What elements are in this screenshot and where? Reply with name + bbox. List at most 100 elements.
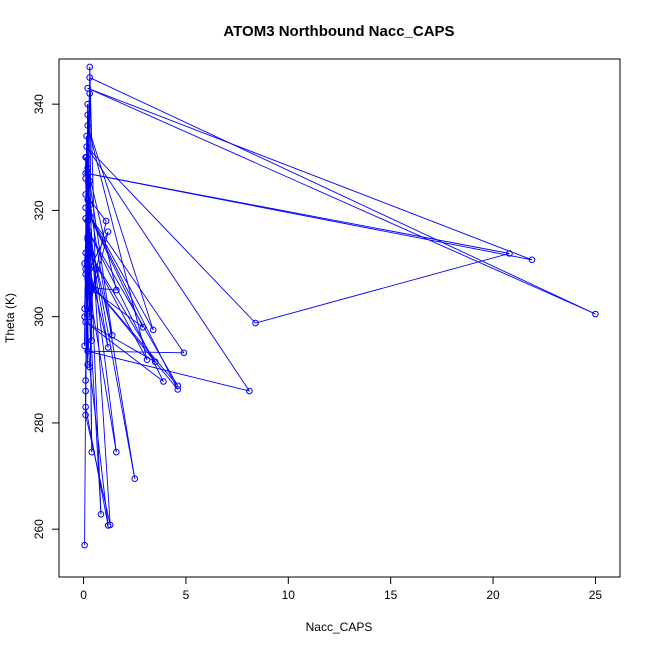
- data-point: [83, 143, 90, 150]
- series-line-segment: [85, 157, 91, 285]
- data-point: [82, 403, 89, 411]
- series-line-segment: [89, 77, 596, 315]
- data-point: [88, 337, 96, 344]
- y-axis-label: Theta (K): [3, 293, 17, 343]
- series-line-segment: [89, 268, 109, 348]
- data-point: [506, 250, 513, 257]
- data-point: [84, 100, 91, 108]
- series-line-segment: [85, 172, 510, 254]
- series-line-segment: [89, 252, 148, 360]
- data-point: [84, 236, 91, 243]
- data-point: [86, 249, 94, 257]
- data-point: [81, 541, 88, 549]
- series-line-segment: [86, 146, 250, 392]
- y-axis: 260 280 300 320 340: [32, 94, 60, 539]
- series-line-segment: [85, 321, 156, 363]
- data-point: [82, 249, 89, 257]
- data-point: [108, 331, 116, 339]
- series-line-segment: [89, 215, 185, 354]
- series-line-segment: [89, 252, 156, 363]
- data-point: [143, 356, 151, 364]
- data-point: [180, 349, 188, 357]
- series-line-segment: [85, 207, 144, 328]
- data-point: [104, 522, 112, 529]
- series-line-segment: [87, 213, 90, 365]
- x-tick-label: 20: [486, 588, 500, 602]
- data-point: [82, 377, 89, 384]
- data-point: [131, 475, 139, 483]
- data-point: [174, 382, 182, 390]
- x-tick-label: 0: [80, 588, 87, 602]
- data-point: [83, 132, 90, 140]
- series-line-segment: [89, 287, 144, 328]
- x-tick-label: 25: [589, 588, 603, 602]
- data-point: [81, 313, 88, 320]
- data-point: [84, 361, 91, 368]
- data-point: [97, 511, 105, 518]
- series-line-segment: [87, 350, 184, 354]
- y-tick-label: 300: [32, 306, 46, 326]
- data-point: [84, 111, 91, 119]
- data-point: [86, 201, 94, 209]
- plot-area: [81, 63, 599, 549]
- series-line-segment: [85, 406, 109, 526]
- data-point: [86, 177, 94, 185]
- data-point: [88, 448, 96, 456]
- data-point: [82, 270, 89, 278]
- x-axis: 0 5 10 15 20 25: [80, 576, 603, 602]
- data-point: [84, 233, 91, 241]
- data-point: [85, 209, 92, 217]
- data-point: [151, 358, 159, 366]
- data-point: [113, 448, 120, 456]
- data-point: [84, 122, 91, 129]
- data-point: [81, 305, 88, 313]
- data-point: [86, 292, 94, 299]
- series-line-segment: [89, 316, 102, 515]
- series-line-segment: [87, 125, 148, 360]
- series-line-segment: [87, 167, 117, 291]
- data-point: [84, 169, 91, 177]
- data-point: [160, 378, 167, 385]
- data-point: [82, 153, 89, 161]
- x-axis-label: Nacc_CAPS: [306, 620, 373, 634]
- data-point: [104, 344, 112, 351]
- data-point: [82, 387, 89, 395]
- x-tick-label: 5: [183, 588, 190, 602]
- series-line-segment: [87, 125, 154, 331]
- plot-frame: [58, 58, 621, 578]
- data-point: [174, 386, 182, 393]
- y-tick-label: 260: [32, 519, 46, 539]
- y-tick-label: 320: [32, 200, 46, 220]
- series-line-segment: [84, 391, 87, 546]
- data-point: [82, 215, 89, 222]
- data-point: [592, 310, 599, 318]
- data-point: [86, 284, 94, 291]
- x-tick-label: 10: [282, 588, 296, 602]
- data-point: [86, 74, 94, 81]
- series-line-segment: [88, 231, 179, 386]
- data-point: [82, 411, 89, 419]
- data-point: [84, 84, 91, 92]
- data-point: [81, 342, 88, 350]
- data-point: [86, 63, 94, 71]
- data-point: [102, 217, 110, 225]
- data-point: [139, 323, 147, 331]
- data-point: [86, 281, 94, 289]
- y-tick-label: 280: [32, 413, 46, 433]
- series-line-segment: [89, 367, 109, 526]
- data-point: [528, 256, 536, 264]
- data-point: [113, 286, 120, 294]
- series-line-segment: [255, 253, 510, 324]
- series-line-segment: [86, 146, 256, 324]
- data-point: [92, 286, 100, 294]
- chart-title: ATOM3 Northbound Nacc_CAPS: [223, 23, 454, 40]
- data-point: [82, 191, 89, 198]
- y-tick-label: 340: [32, 94, 46, 114]
- data-point: [104, 228, 112, 235]
- data-point: [252, 319, 259, 327]
- series-line-segment: [87, 87, 533, 261]
- data-point: [84, 347, 91, 355]
- series-line-segment: [85, 321, 164, 382]
- data-point: [149, 326, 157, 334]
